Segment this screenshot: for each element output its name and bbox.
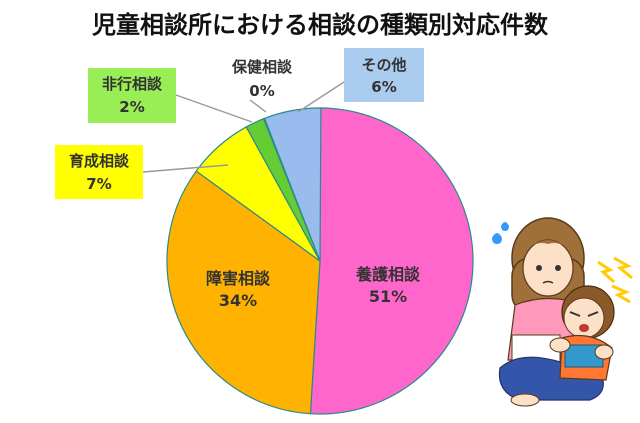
pie-slice-sonota bbox=[263, 107, 322, 262]
callout-sonota-name: その他 bbox=[361, 56, 406, 74]
leader-line-ikusei bbox=[142, 164, 229, 173]
callout-leader-lines bbox=[142, 81, 345, 173]
chart-title: 児童相談所における相談の種類別対応件数 bbox=[92, 11, 549, 39]
pie-slices bbox=[166, 107, 474, 415]
slice-label-yogo-value: 51% bbox=[369, 287, 407, 306]
callout-hoken: 保健相談 0% bbox=[231, 58, 293, 100]
pie-slice-shogai bbox=[166, 170, 321, 415]
callout-sonota-value: 6% bbox=[371, 78, 396, 96]
callout-ikusei-name: 育成相談 bbox=[69, 152, 130, 170]
callout-ikusei: 育成相談 7% bbox=[55, 145, 143, 199]
slice-label-yogo: 養護相談 51% bbox=[355, 265, 421, 306]
callout-sonota: その他 6% bbox=[344, 48, 424, 102]
slice-label-shogai: 障害相談 34% bbox=[206, 269, 271, 310]
callout-hikou-name: 非行相談 bbox=[102, 75, 163, 93]
callout-ikusei-value: 7% bbox=[86, 175, 111, 193]
callout-ikusei-box bbox=[55, 145, 143, 199]
pie-slice-yogo bbox=[309, 107, 474, 415]
callout-hoken-value: 0% bbox=[249, 82, 274, 100]
slice-label-shogai-name: 障害相談 bbox=[206, 269, 271, 288]
callout-hikou-box bbox=[88, 68, 176, 123]
mother-child-illustration bbox=[492, 217, 633, 407]
callout-hoken-name: 保健相談 bbox=[231, 58, 293, 76]
leader-line-sonota bbox=[297, 81, 345, 113]
leader-line-hikou bbox=[175, 94, 253, 123]
callout-sonota-box bbox=[344, 48, 424, 102]
callout-hikou: 非行相談 2% bbox=[88, 68, 176, 123]
slice-label-yogo-name: 養護相談 bbox=[355, 265, 421, 284]
slice-label-shogai-value: 34% bbox=[219, 291, 257, 310]
callout-hikou-value: 2% bbox=[119, 98, 144, 116]
leader-line-hoken bbox=[249, 99, 267, 113]
